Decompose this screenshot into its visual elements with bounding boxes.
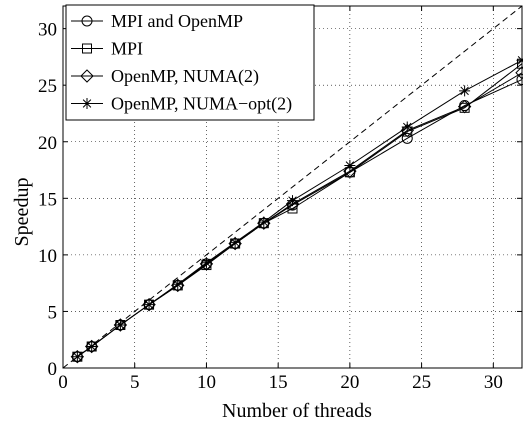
- data-point-diamond: [84, 339, 99, 354]
- data-point-diamond: [171, 278, 185, 293]
- data-point-circle: [401, 132, 413, 144]
- data-point-star: [229, 236, 241, 248]
- legend-label: MPI: [111, 39, 143, 59]
- legend-item: OpenMP, NUMA−opt(2): [71, 94, 292, 115]
- y-tick-label: 20: [38, 133, 57, 154]
- x-tick-label: 0: [58, 372, 68, 393]
- data-point-diamond: [257, 216, 271, 230]
- x-tick-label: 20: [340, 372, 359, 393]
- legend: MPI and OpenMP MPI OpenMP, NUMA(2) OpenMP, …: [65, 4, 315, 121]
- x-tick-label: 30: [484, 372, 503, 393]
- data-point-diamond: [228, 236, 242, 251]
- legend-marker-diamond: [80, 69, 94, 83]
- x-tick-label: 5: [130, 372, 140, 393]
- data-point-star: [86, 341, 98, 353]
- y-tick-label: 0: [48, 359, 58, 380]
- legend-item: MPI: [71, 39, 143, 59]
- y-axis-label: Speedup: [11, 178, 33, 247]
- data-point-diamond: [400, 123, 414, 138]
- data-point-diamond: [199, 257, 214, 271]
- legend-label: OpenMP, NUMA(2): [111, 66, 259, 87]
- legend-marker-square: [82, 43, 92, 54]
- y-axis-ticks: 0 5 10 15 20 25 30: [38, 20, 522, 380]
- legend-item: MPI and OpenMP: [71, 11, 243, 31]
- series-layer: [70, 54, 523, 364]
- legend-box: [65, 4, 315, 121]
- data-point-star: [258, 216, 270, 228]
- series-star: [71, 54, 523, 363]
- x-tick-label: 10: [197, 372, 216, 393]
- legend-label: MPI and OpenMP: [111, 11, 243, 31]
- y-tick-label: 10: [38, 246, 57, 267]
- y-tick-label: 5: [48, 302, 58, 323]
- legend-item: OpenMP, NUMA(2): [71, 66, 259, 87]
- data-point-diamond: [70, 349, 85, 364]
- ideal-speedup-line: [62, 5, 523, 369]
- data-point-diamond: [113, 318, 128, 332]
- data-point-circle: [516, 74, 523, 86]
- data-point-star: [172, 278, 184, 290]
- y-tick-label: 30: [38, 20, 57, 41]
- data-point-star: [200, 257, 212, 269]
- data-point-star: [143, 299, 155, 311]
- x-axis-ticks: 0 5 10 15 20 25 30: [58, 6, 503, 393]
- x-axis-label: Number of threads: [222, 400, 372, 422]
- data-point-star: [459, 85, 471, 97]
- data-point-diamond: [285, 197, 300, 211]
- data-point-diamond: [142, 297, 156, 312]
- data-point-star: [516, 54, 523, 66]
- legend-label: OpenMP, NUMA−opt(2): [111, 94, 292, 115]
- data-point-diamond: [457, 99, 472, 114]
- data-point-star: [287, 195, 298, 207]
- x-tick-label: 15: [269, 372, 288, 393]
- data-point-star: [344, 160, 356, 172]
- x-tick-label: 25: [412, 372, 431, 393]
- data-point-star: [114, 319, 126, 331]
- legend-marker-star: [81, 98, 93, 109]
- y-tick-label: 25: [38, 76, 57, 97]
- series-line: [77, 79, 523, 358]
- legend-marker-circle: [81, 15, 93, 27]
- data-point-diamond: [515, 66, 523, 80]
- data-point-star: [401, 121, 413, 133]
- data-point-star: [71, 351, 83, 363]
- y-tick-label: 15: [38, 189, 57, 210]
